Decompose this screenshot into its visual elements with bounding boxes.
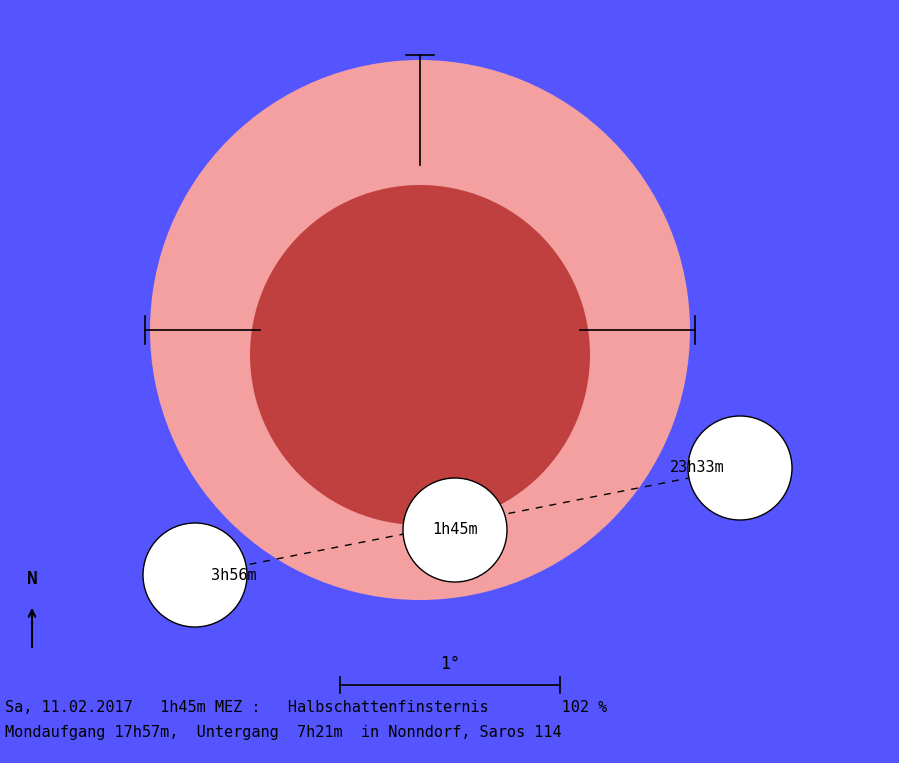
Circle shape — [688, 416, 792, 520]
Text: 1°: 1° — [440, 655, 460, 673]
Text: 3h56m: 3h56m — [210, 568, 256, 582]
Text: 1h45m: 1h45m — [432, 523, 477, 537]
Text: Mondaufgang 17h57m,  Untergang  7h21m  in Nonndorf, Saros 114: Mondaufgang 17h57m, Untergang 7h21m in N… — [5, 725, 562, 740]
Circle shape — [150, 60, 690, 600]
Text: 23h33m: 23h33m — [670, 461, 725, 475]
Circle shape — [403, 478, 507, 582]
Text: N: N — [27, 570, 38, 588]
Circle shape — [250, 185, 590, 525]
Circle shape — [143, 523, 247, 627]
Text: Sa, 11.02.2017   1h45m MEZ :   Halbschattenfinsternis        102 %: Sa, 11.02.2017 1h45m MEZ : Halbschattenf… — [5, 700, 607, 715]
